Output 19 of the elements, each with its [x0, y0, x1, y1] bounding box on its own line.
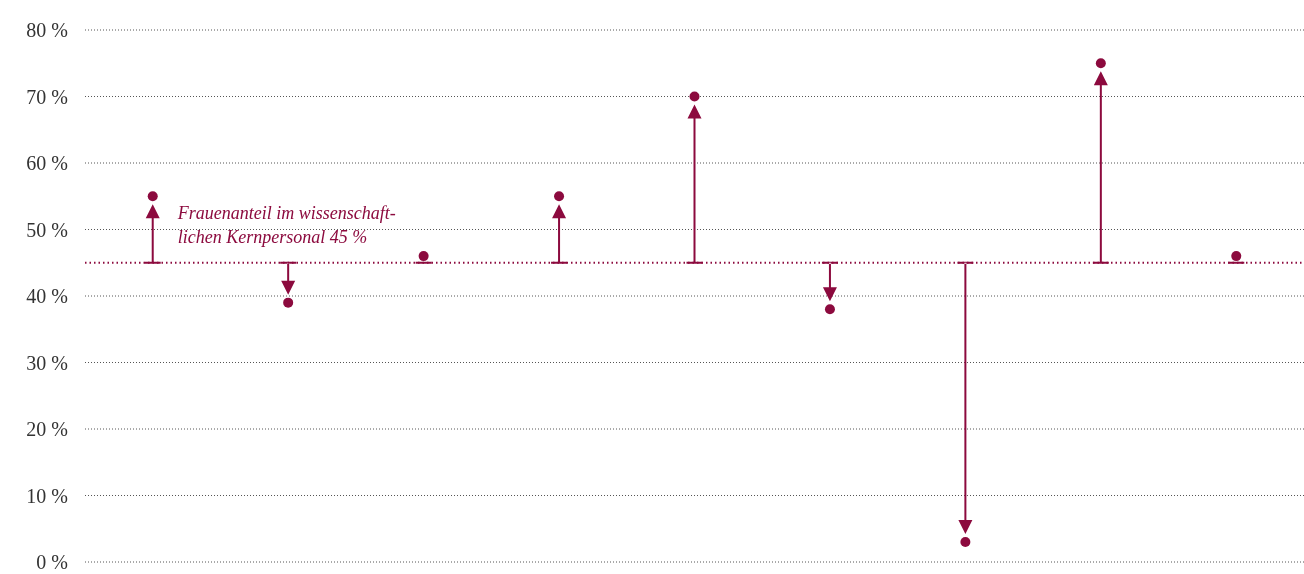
- point: [689, 91, 700, 102]
- point: [1231, 251, 1242, 262]
- point: [147, 191, 158, 202]
- y-tick-label: 40 %: [26, 285, 68, 307]
- y-tick-label: 60 %: [26, 152, 68, 174]
- y-tick-label: 10 %: [26, 484, 68, 507]
- point: [283, 297, 294, 308]
- point: [418, 251, 429, 262]
- y-tick-label: 30 %: [26, 351, 68, 374]
- y-tick-label: 50 %: [26, 218, 68, 241]
- y-tick-label: 0 %: [36, 551, 68, 573]
- point: [960, 537, 971, 548]
- point: [554, 191, 565, 202]
- point: [1095, 58, 1106, 69]
- y-tick-label: 70 %: [26, 85, 68, 108]
- ref-line-label: Frauenanteil im wissenschaft- lichen Kernpersonal 45 %: [176, 202, 396, 247]
- y-tick-label: 80 %: [26, 19, 68, 41]
- y-tick-label: 20 %: [26, 418, 68, 440]
- point: [824, 304, 835, 315]
